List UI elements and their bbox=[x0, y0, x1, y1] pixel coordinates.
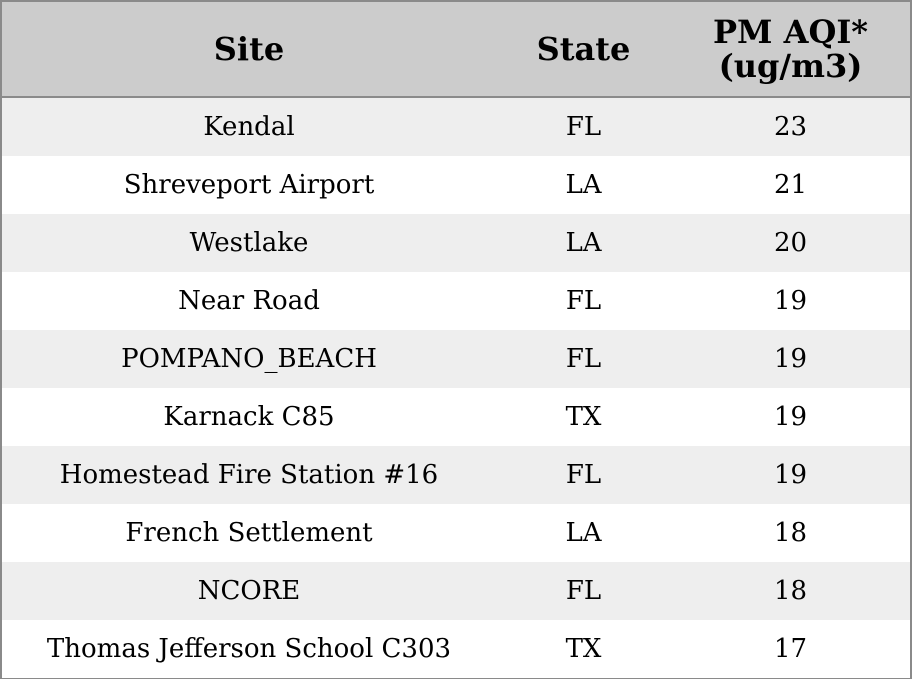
cell-state: LA bbox=[496, 504, 671, 562]
cell-state: TX bbox=[496, 388, 671, 446]
cell-state: FL bbox=[496, 330, 671, 388]
table-row: French Settlement LA 18 bbox=[2, 504, 910, 562]
cell-site: Shreveport Airport bbox=[2, 156, 496, 214]
header-pm-aqi-unit: (ug/m3) bbox=[718, 47, 863, 85]
header-pm-aqi-line1: PM AQI* bbox=[712, 13, 869, 51]
cell-state: LA bbox=[496, 214, 671, 272]
header-site: Site bbox=[2, 2, 496, 98]
cell-pm-aqi: 17 bbox=[671, 620, 910, 678]
cell-pm-aqi: 19 bbox=[671, 446, 910, 504]
cell-site: Karnack C85 bbox=[2, 388, 496, 446]
cell-pm-aqi: 18 bbox=[671, 504, 910, 562]
cell-site: Near Road bbox=[2, 272, 496, 330]
cell-state: LA bbox=[496, 156, 671, 214]
cell-site: French Settlement bbox=[2, 504, 496, 562]
table-row: Karnack C85 TX 19 bbox=[2, 388, 910, 446]
cell-state: TX bbox=[496, 620, 671, 678]
cell-pm-aqi: 19 bbox=[671, 272, 910, 330]
cell-state: FL bbox=[496, 272, 671, 330]
cell-site: Thomas Jefferson School C303 bbox=[2, 620, 496, 678]
cell-pm-aqi: 19 bbox=[671, 388, 910, 446]
cell-state: FL bbox=[496, 446, 671, 504]
cell-pm-aqi: 20 bbox=[671, 214, 910, 272]
table-row: Near Road FL 19 bbox=[2, 272, 910, 330]
cell-pm-aqi: 19 bbox=[671, 330, 910, 388]
cell-state: FL bbox=[496, 562, 671, 620]
table-row: Westlake LA 20 bbox=[2, 214, 910, 272]
table-row: Kendal FL 23 bbox=[2, 97, 910, 156]
table-row: NCORE FL 18 bbox=[2, 562, 910, 620]
table-row: Shreveport Airport LA 21 bbox=[2, 156, 910, 214]
cell-pm-aqi: 23 bbox=[671, 97, 910, 156]
table-body: Kendal FL 23 Shreveport Airport LA 21 We… bbox=[2, 97, 910, 678]
cell-pm-aqi: 21 bbox=[671, 156, 910, 214]
cell-state: FL bbox=[496, 97, 671, 156]
table-row: Thomas Jefferson School C303 TX 17 bbox=[2, 620, 910, 678]
header-pm-aqi: PM AQI* (ug/m3) bbox=[671, 2, 910, 98]
header-row: Site State PM AQI* (ug/m3) bbox=[2, 2, 910, 98]
cell-site: Westlake bbox=[2, 214, 496, 272]
table-row: Homestead Fire Station #16 FL 19 bbox=[2, 446, 910, 504]
cell-site: Kendal bbox=[2, 97, 496, 156]
table-header: Site State PM AQI* (ug/m3) bbox=[2, 2, 910, 98]
cell-site: Homestead Fire Station #16 bbox=[2, 446, 496, 504]
header-state: State bbox=[496, 2, 671, 98]
cell-site: POMPANO_BEACH bbox=[2, 330, 496, 388]
cell-site: NCORE bbox=[2, 562, 496, 620]
table-row: POMPANO_BEACH FL 19 bbox=[2, 330, 910, 388]
cell-pm-aqi: 18 bbox=[671, 562, 910, 620]
